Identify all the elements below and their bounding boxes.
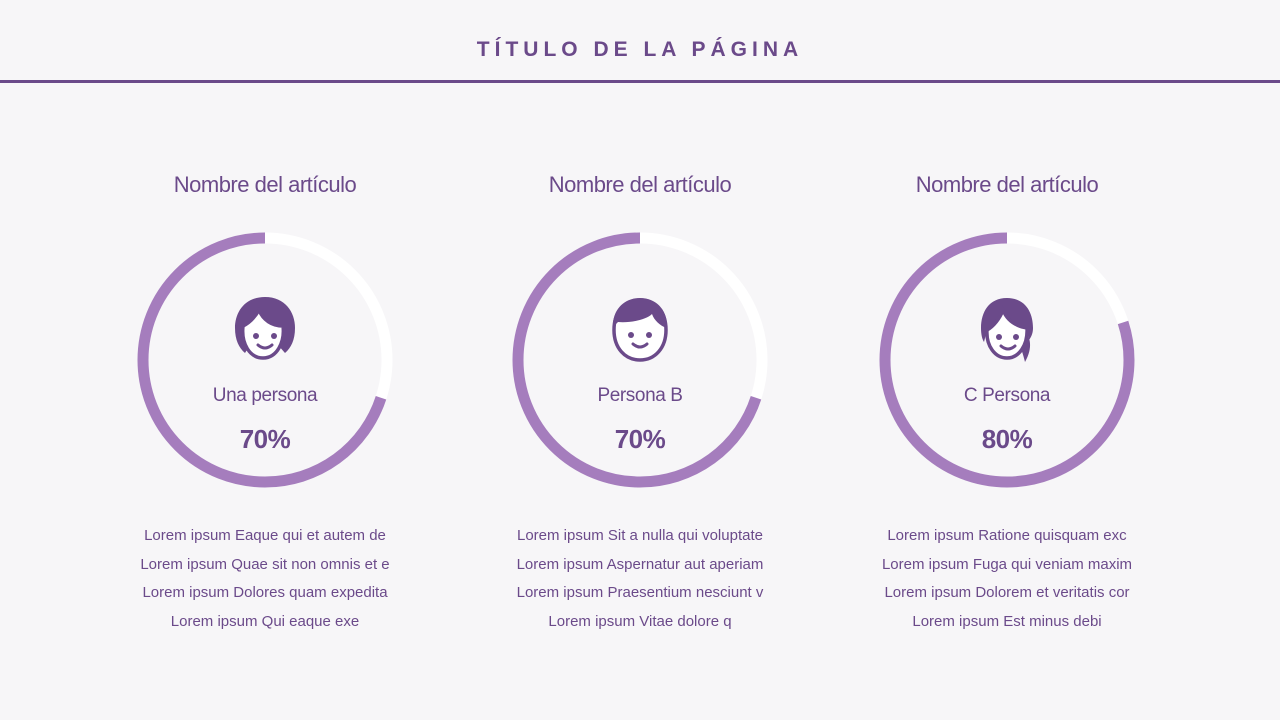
description-line: Lorem ipsum Aspernatur aut aperiam [516, 555, 764, 573]
girl-ponytail-avatar-icon [967, 290, 1047, 370]
card-description: Lorem ipsum Eaque qui et autem de Lorem … [115, 522, 415, 636]
progress-ring [135, 230, 395, 490]
description-line: Lorem ipsum Qui eaque exe [170, 612, 360, 630]
progress-ring [877, 230, 1137, 490]
description-line: Lorem ipsum Vitae dolore q [548, 612, 732, 630]
ring-progress-arc [512, 232, 768, 488]
description-line: Lorem ipsum Ratione quisquam exc [887, 527, 1127, 544]
description-line: Lorem ipsum Sit a nulla qui voluptate [517, 527, 763, 544]
ring-progress-arc [137, 232, 393, 488]
person-card-b: Nombre del artículo Persona B 70% Lorem … [490, 160, 790, 660]
percent-value: 70% [614, 424, 666, 454]
person-name: Una persona [212, 385, 318, 406]
progress-ring [510, 230, 770, 490]
description-line: Lorem ipsum Eaque qui et autem de [144, 527, 386, 544]
woman-avatar-icon [225, 290, 305, 370]
page-title: TÍTULO DE LA PÁGINA [476, 38, 804, 61]
description-line: Lorem ipsum Fuga qui veniam maxim [881, 555, 1133, 573]
description-line: Lorem ipsum Dolorem et veritatis cor [884, 584, 1130, 602]
person-name: C Persona [963, 385, 1051, 406]
percent-value: 70% [239, 424, 291, 454]
person-card-a: Nombre del artículo Una persona 70% Lore… [115, 160, 415, 660]
description-line: Lorem ipsum Quae sit non omnis et e [140, 555, 390, 573]
card-title: Nombre del artículo [915, 172, 1099, 197]
ring-progress-arc [879, 232, 1135, 488]
card-title: Nombre del artículo [548, 172, 732, 197]
description-line: Lorem ipsum Est minus debi [912, 612, 1102, 630]
man-avatar-icon [600, 290, 680, 370]
header-divider [0, 80, 1280, 83]
description-line: Lorem ipsum Dolores quam expedita [142, 584, 388, 602]
description-line: Lorem ipsum Praesentium nesciunt v [516, 584, 764, 602]
card-description: Lorem ipsum Sit a nulla qui voluptate Lo… [490, 522, 790, 636]
person-name: Persona B [597, 385, 683, 406]
percent-value: 80% [981, 424, 1033, 454]
card-description: Lorem ipsum Ratione quisquam exc Lorem i… [857, 522, 1157, 636]
page-header: TÍTULO DE LA PÁGINA [0, 0, 1280, 83]
card-title: Nombre del artículo [173, 172, 357, 197]
person-card-c: Nombre del artículo C Persona 80% Lorem … [857, 160, 1157, 660]
